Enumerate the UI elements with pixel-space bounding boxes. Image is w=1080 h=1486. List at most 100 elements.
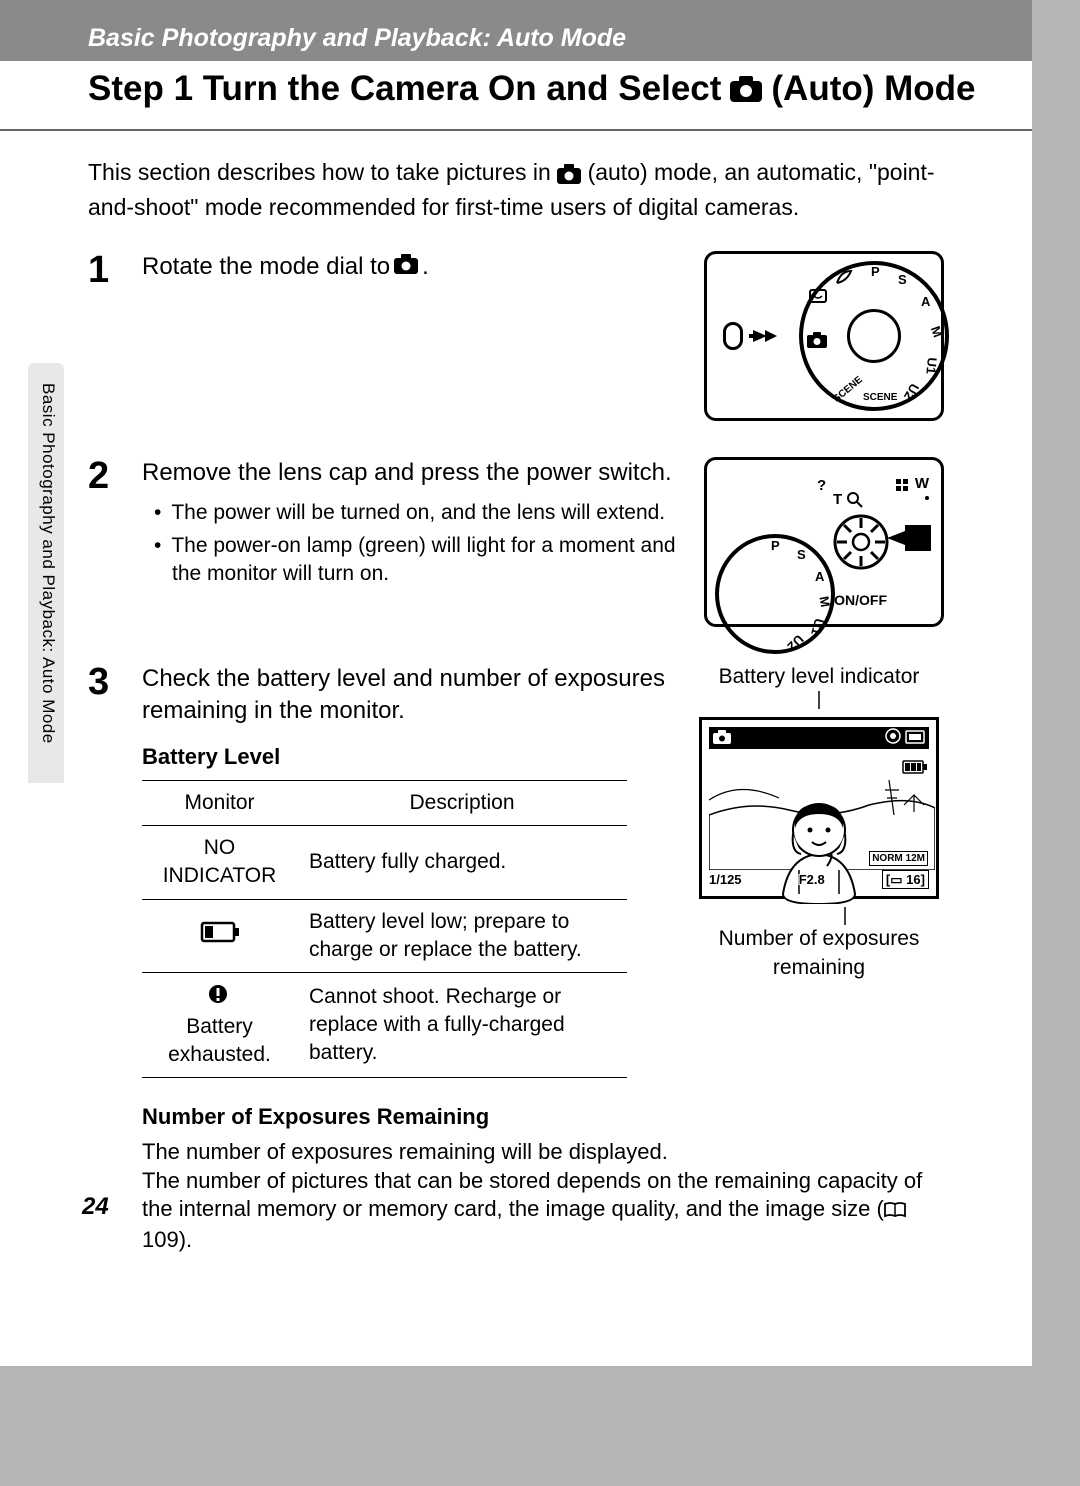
camera-icon	[557, 161, 581, 192]
step-3: 3 Check the battery level and number of …	[88, 663, 944, 1078]
content-area: This section describes how to take pictu…	[0, 131, 1032, 1254]
exposures-heading: Number of Exposures Remaining	[142, 1102, 944, 1132]
battery-low-icon	[200, 921, 240, 951]
table-row: NO INDICATOR Battery fully charged.	[142, 825, 627, 899]
power-switch-illustration: P S A M U1 U2 ? T W	[704, 457, 944, 627]
pointer-ring	[723, 322, 743, 350]
bullet-item: The power will be turned on, and the len…	[154, 499, 680, 527]
monitor-line: exhausted.	[168, 1043, 271, 1066]
step-1: 1 Rotate the mode dial to . P S A M U1	[88, 251, 944, 421]
page-title: Step 1 Turn the Camera On and Select (Au…	[0, 61, 1032, 131]
breadcrumb-text: Basic Photography and Playback: Auto Mod…	[88, 24, 626, 52]
table-header-description: Description	[297, 780, 627, 825]
step-body: Remove the lens cap and press the power …	[142, 457, 680, 592]
shutter-speed: 1/125	[709, 871, 742, 889]
mode-camera-icon	[713, 724, 731, 752]
magnify-icon	[847, 492, 863, 508]
dial-label: M	[926, 324, 946, 340]
power-dial-ring: P S A M U1 U2	[715, 534, 835, 654]
dial-leaf-icon	[835, 269, 853, 285]
table-header-row: Monitor Description	[142, 780, 627, 825]
dial-label: U2	[900, 380, 924, 403]
camera-icon	[729, 75, 763, 103]
onoff-label: ON/OFF	[834, 591, 887, 610]
monitor-top-bar	[709, 727, 929, 749]
dial-label: M	[815, 595, 834, 609]
memory-icon	[905, 724, 925, 752]
warning-icon	[208, 984, 228, 1012]
dial-label: S	[797, 546, 806, 564]
dial-label: P	[871, 263, 880, 281]
monitor-cell: NO INDICATOR	[142, 825, 297, 899]
step-bullets: The power will be turned on, and the len…	[142, 499, 680, 588]
dial-label: U1	[807, 617, 828, 638]
exposures-body: The number of exposures remaining will b…	[142, 1138, 944, 1254]
exposures-line2-after: 109).	[142, 1227, 192, 1252]
dial-label: SCENE	[863, 391, 897, 405]
dial-camera-icon	[807, 325, 827, 356]
page: Basic Photography and Playback: Auto Mod…	[0, 0, 1080, 1486]
f-stop: F2.8	[799, 871, 825, 889]
zoom-t-label: T	[833, 490, 842, 510]
monitor-cell	[142, 899, 297, 973]
step-body: Rotate the mode dial to .	[142, 251, 680, 293]
mode-dial-illustration: P S A M U1 U2 SCENE SCENE	[704, 251, 944, 421]
monitor-line: NO	[204, 836, 236, 859]
dial-label: U1	[922, 357, 941, 375]
step-number: 2	[88, 457, 118, 495]
page-number: 24	[82, 1193, 109, 1221]
exposures-remaining-label-l2: remaining	[694, 954, 944, 982]
step-number: 3	[88, 663, 118, 701]
table-row: Battery exhausted. Cannot shoot. Recharg…	[142, 973, 627, 1078]
dial-pointer	[723, 322, 783, 350]
grid-icon	[895, 478, 911, 494]
heading-after: .	[422, 251, 429, 283]
intro-paragraph: This section describes how to take pictu…	[88, 157, 944, 223]
battery-level-table: Monitor Description NO INDICATOR Battery…	[142, 780, 627, 1079]
dot-icon	[925, 496, 929, 500]
step3-right-column: Battery level indicator	[694, 663, 944, 982]
vr-icon	[885, 724, 901, 752]
dial-label: A	[921, 293, 930, 311]
table-row: Battery level low; prepare to charge or …	[142, 899, 627, 973]
step-2: 2 Remove the lens cap and press the powe…	[88, 457, 944, 627]
side-tab-text: Basic Photography and Playback: Auto Mod…	[38, 383, 58, 744]
step-body: Check the battery level and number of ex…	[142, 663, 670, 1078]
exposures-line2-before: The number of pictures that can be store…	[142, 1168, 922, 1222]
dial-outer-ring: P S A M U1 U2 SCENE SCENE	[799, 261, 949, 411]
bullet-item: The power-on lamp (green) will light for…	[154, 532, 680, 589]
heading-before: Rotate the mode dial to	[142, 251, 390, 283]
monitor-line: Battery	[186, 1015, 253, 1038]
shots-remaining: [▭ 16]	[882, 870, 929, 890]
dial-label: SCENE	[831, 374, 866, 406]
exposures-section: Number of Exposures Remaining The number…	[142, 1102, 944, 1254]
description-cell: Battery fully charged.	[297, 825, 627, 899]
zoom-w-label: W	[915, 474, 929, 494]
step-heading: Check the battery level and number of ex…	[142, 663, 670, 728]
dial-label: P	[771, 537, 780, 555]
monitor-bottom-bar: 1/125 F2.8 [▭ 16]	[709, 869, 929, 889]
subject-girl-icon	[769, 794, 869, 912]
breadcrumb-bar: Basic Photography and Playback: Auto Mod…	[0, 0, 1032, 61]
help-icon-label: ?	[817, 476, 826, 496]
monitor-line: INDICATOR	[163, 864, 277, 887]
pointer-line-icon	[818, 691, 820, 709]
battery-level-heading: Battery Level	[142, 742, 670, 772]
press-arrow-icon	[887, 525, 931, 559]
table-header-monitor: Monitor	[142, 780, 297, 825]
exposures-remaining-label-l1: Number of exposures	[694, 925, 944, 953]
quality-badge: NORM 12M	[869, 851, 928, 867]
title-prefix: Step 1 Turn the Camera On and Select	[88, 69, 721, 109]
dial-inner-ring	[847, 309, 901, 363]
exposures-line1: The number of exposures remaining will b…	[142, 1139, 668, 1164]
step-heading: Rotate the mode dial to .	[142, 251, 680, 283]
step-heading: Remove the lens cap and press the power …	[142, 457, 680, 489]
camera-icon	[394, 251, 418, 283]
description-cell: Battery level low; prepare to charge or …	[297, 899, 627, 973]
book-reference-icon	[884, 1197, 906, 1226]
dial-label: A	[815, 568, 824, 586]
step-number: 1	[88, 251, 118, 289]
title-suffix: (Auto) Mode	[771, 69, 975, 109]
dial-label: S	[898, 271, 907, 289]
card-icon: ▭	[890, 872, 902, 887]
